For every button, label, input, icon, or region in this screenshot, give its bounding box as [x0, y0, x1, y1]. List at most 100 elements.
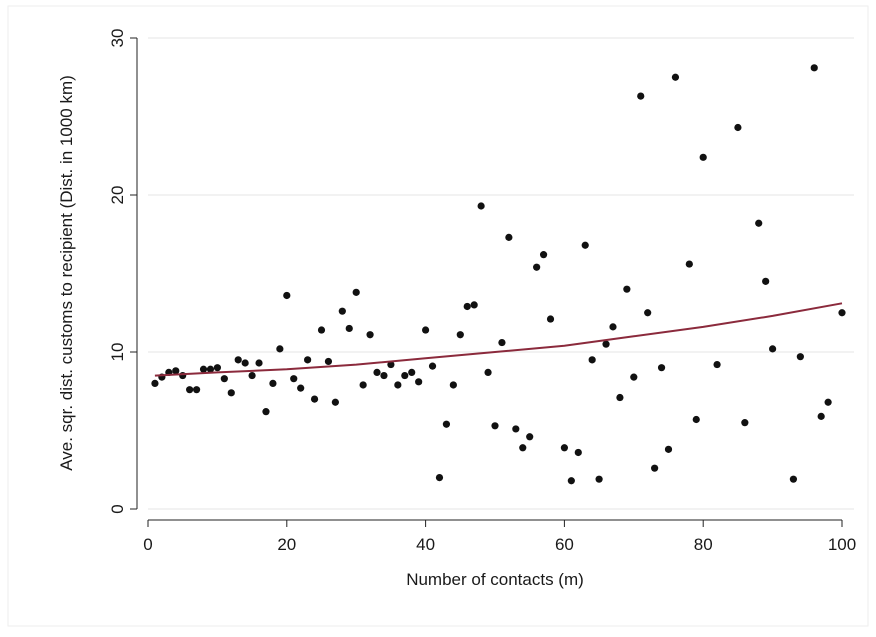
data-point — [692, 415, 700, 424]
data-point — [199, 365, 208, 373]
data-point — [491, 422, 499, 430]
data-point — [810, 64, 818, 72]
data-point — [741, 419, 749, 427]
data-point — [172, 367, 180, 375]
data-point — [192, 386, 201, 394]
data-point — [644, 309, 652, 317]
data-points — [151, 64, 846, 485]
data-point — [623, 285, 631, 293]
data-point — [526, 433, 534, 441]
y-tick-label: 0 — [108, 504, 127, 513]
data-point — [789, 475, 798, 483]
data-point — [630, 373, 638, 381]
data-point — [422, 326, 430, 334]
data-point — [651, 464, 659, 472]
data-point — [297, 384, 305, 392]
data-point — [373, 368, 381, 377]
data-point — [616, 393, 624, 402]
data-point — [428, 362, 437, 370]
data-point — [186, 386, 194, 394]
data-point — [394, 381, 402, 389]
data-point — [637, 92, 645, 100]
data-point — [408, 368, 416, 377]
data-point — [151, 379, 159, 387]
data-point — [602, 340, 610, 348]
data-point — [449, 381, 457, 389]
data-point — [588, 356, 596, 364]
data-point — [664, 445, 673, 453]
data-point — [401, 371, 409, 380]
data-point — [206, 365, 215, 373]
data-point — [213, 364, 221, 372]
data-point — [387, 360, 395, 369]
data-point — [359, 381, 367, 389]
x-tick-label: 80 — [694, 535, 713, 554]
data-point — [505, 233, 513, 241]
data-point — [769, 345, 777, 353]
data-point — [796, 353, 804, 361]
data-point — [269, 379, 277, 387]
data-point — [262, 408, 270, 416]
data-point — [227, 389, 235, 397]
data-point — [276, 345, 284, 353]
data-point — [519, 444, 527, 452]
data-point — [463, 302, 471, 311]
data-point — [713, 360, 721, 369]
data-point — [179, 371, 187, 380]
data-point — [685, 260, 693, 268]
data-point — [477, 202, 485, 210]
data-point — [220, 375, 228, 383]
data-point — [435, 474, 444, 482]
y-axis-label: Ave. sqr. dist. customs to recipient (Di… — [57, 75, 76, 471]
data-point — [415, 378, 423, 386]
data-point — [290, 375, 298, 383]
data-point — [310, 395, 319, 403]
data-point — [539, 251, 548, 259]
data-point — [456, 331, 464, 339]
data-point — [255, 359, 263, 367]
data-point — [352, 288, 360, 296]
data-point — [442, 420, 451, 428]
data-point — [324, 357, 333, 366]
data-point — [609, 323, 617, 331]
data-point — [657, 364, 666, 372]
data-point — [533, 263, 541, 271]
data-point — [498, 338, 506, 347]
fitted-curve — [154, 302, 843, 377]
data-point — [671, 73, 680, 81]
x-tick-label: 0 — [143, 535, 152, 554]
data-point — [484, 368, 492, 377]
data-point — [380, 371, 388, 380]
data-point — [331, 398, 339, 406]
x-ticks: 0 20 40 60 80 100 — [143, 520, 856, 554]
x-tick-label: 20 — [277, 535, 296, 554]
x-tick-label: 40 — [416, 535, 435, 554]
data-point — [567, 477, 575, 485]
data-point — [283, 291, 291, 300]
data-point — [817, 412, 825, 420]
y-tick-label: 30 — [108, 29, 127, 48]
data-point — [304, 356, 312, 364]
data-point — [248, 371, 256, 380]
data-point — [574, 448, 582, 457]
data-point — [560, 444, 569, 452]
y-tick-label: 10 — [108, 343, 127, 362]
data-point — [241, 359, 249, 367]
data-point — [317, 326, 326, 334]
data-point — [512, 425, 520, 433]
data-point — [234, 356, 242, 364]
y-tick-label: 20 — [108, 186, 127, 205]
data-point — [734, 123, 742, 132]
data-point — [838, 309, 846, 317]
data-point — [824, 398, 832, 406]
y-ticks: 0 10 20 30 — [108, 29, 137, 514]
data-point — [755, 219, 763, 227]
data-point — [338, 307, 346, 315]
data-point — [470, 301, 478, 309]
data-point — [366, 331, 374, 339]
data-point — [595, 475, 603, 483]
x-tick-label: 60 — [555, 535, 574, 554]
data-point — [345, 324, 353, 333]
